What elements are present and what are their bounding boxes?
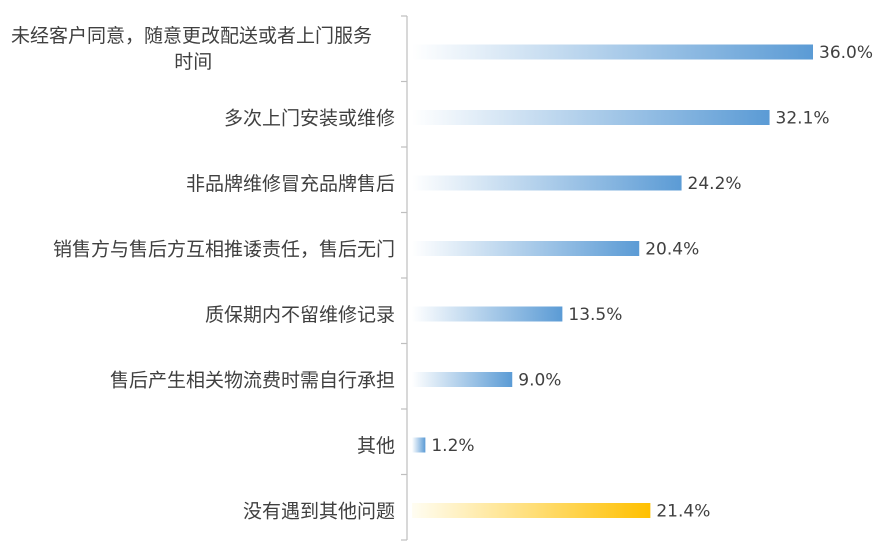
bar: [412, 306, 563, 322]
data-label: 21.4%: [656, 502, 710, 522]
bar: [412, 175, 682, 191]
bar: [412, 503, 651, 518]
labels-layer: 36.0% 未经客户同意，随意更改配送或者上门服务时间 32.1% 多次上门安装或维修…: [11, 25, 873, 523]
category-label: 售后产生相关物流费时需自行承担: [110, 370, 395, 392]
data-label: 36.0%: [819, 43, 873, 63]
category-label: 多次上门安装或维修: [224, 108, 395, 130]
data-label: 13.5%: [568, 305, 622, 325]
data-label: 32.1%: [776, 109, 830, 129]
category-label: 质保期内不留维修记录: [205, 304, 395, 326]
bar: [412, 372, 513, 387]
category-label: 其他: [357, 435, 395, 457]
category-label: 非品牌维修冒充品牌售后: [186, 173, 395, 195]
bar: [412, 437, 426, 453]
category-label: 没有遇到其他问题: [243, 501, 395, 523]
data-label: 9.0%: [518, 371, 561, 391]
axis-layer: [401, 15, 408, 541]
bar: [412, 44, 813, 60]
bar: [412, 110, 770, 125]
data-label: 20.4%: [645, 240, 699, 260]
bar: [412, 241, 640, 256]
data-label: 1.2%: [431, 436, 474, 456]
category-label: 销售方与售后方互相推诿责任，售后无门: [53, 239, 395, 261]
data-label: 24.2%: [688, 174, 742, 194]
category-label: 未经客户同意，随意更改配送或者上门服务时间: [11, 25, 372, 73]
bars-layer: [412, 44, 813, 518]
